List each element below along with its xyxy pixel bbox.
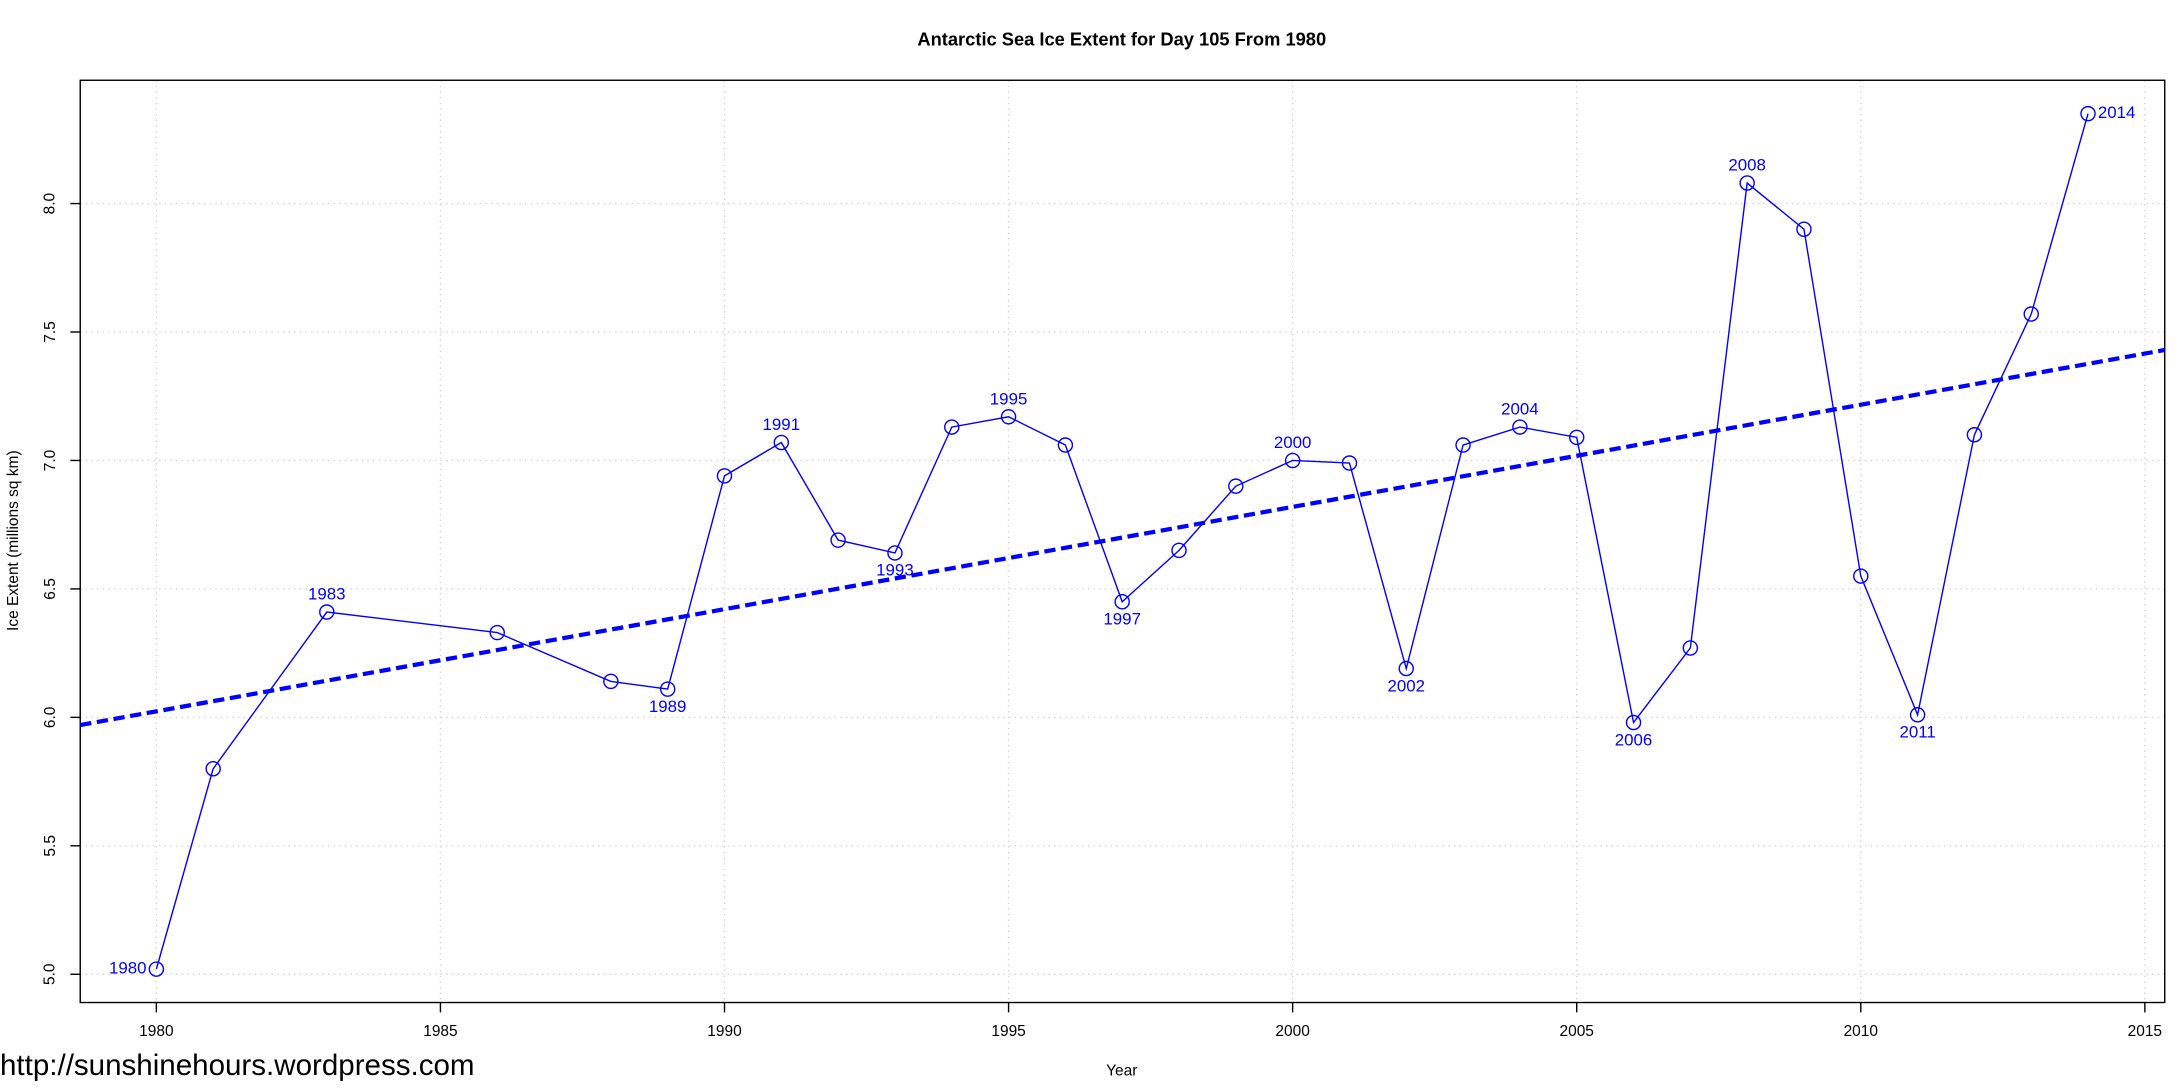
point-label: 1993 <box>876 561 914 580</box>
series-line <box>155 113 2089 970</box>
data-point <box>1512 419 1528 435</box>
data-point <box>1057 437 1074 453</box>
point-label: 2002 <box>1388 676 1426 695</box>
point-label: 1995 <box>990 389 1028 408</box>
x-tick-label: 2000 <box>1275 1023 1309 1040</box>
data-point <box>319 604 335 620</box>
data-point <box>1853 568 1869 584</box>
y-tick-label: 6.0 <box>42 707 59 729</box>
watermark: http://sunshinehours.wordpress.com <box>0 1049 475 1082</box>
data-point <box>1568 429 1585 446</box>
x-tick-label: 2015 <box>2128 1023 2162 1040</box>
point-label: 2011 <box>1899 723 1935 742</box>
data-point <box>887 545 903 561</box>
data-point <box>2080 105 2096 122</box>
data-point <box>2023 306 2039 322</box>
point-label: 1991 <box>763 415 801 434</box>
y-tick-label: 7.5 <box>42 321 59 343</box>
point-label: 1997 <box>1103 610 1141 629</box>
x-tick-label: 1995 <box>991 1023 1025 1040</box>
y-tick-label: 8.0 <box>42 193 59 215</box>
data-point <box>1455 437 1471 453</box>
data-point <box>1966 427 1983 443</box>
x-tick-label: 1985 <box>423 1023 457 1040</box>
data-point <box>1341 455 1358 471</box>
point-label: 1980 <box>109 959 147 978</box>
data-point <box>716 468 733 484</box>
plot-frame <box>79 79 2166 1004</box>
point-label: 2000 <box>1274 433 1312 452</box>
data-point <box>1739 175 1755 191</box>
y-axis-label: Ice Extent (millions sq km) <box>5 450 22 631</box>
x-axis-label: Year <box>1106 1063 1137 1080</box>
data-point <box>773 434 790 451</box>
data-point <box>1284 452 1301 469</box>
x-tick-label: 2005 <box>1560 1023 1594 1040</box>
data-point <box>603 673 619 690</box>
data-point <box>1228 478 1244 494</box>
y-tick-label: 5.5 <box>42 835 59 857</box>
point-label: 1989 <box>649 697 687 716</box>
data-point <box>1171 542 1187 559</box>
chart-title: Antarctic Sea Ice Extent for Day 105 Fro… <box>917 29 1326 50</box>
point-label: 2006 <box>1615 730 1653 749</box>
y-tick-label: 6.5 <box>42 578 59 600</box>
x-tick-label: 1990 <box>707 1023 741 1040</box>
y-tick-label: 5.0 <box>42 963 59 985</box>
x-tick-label: 1980 <box>139 1023 173 1040</box>
data-point <box>1796 221 1812 238</box>
data-point <box>1398 660 1415 677</box>
data-point <box>1625 714 1642 731</box>
data-point <box>148 961 165 977</box>
point-label: 2004 <box>1501 400 1539 419</box>
x-tick-label: 2010 <box>1844 1023 1878 1040</box>
point-label: 2014 <box>2098 103 2136 122</box>
data-point <box>205 760 221 777</box>
data-point <box>944 419 960 435</box>
data-point <box>489 624 505 641</box>
y-tick-label: 7.0 <box>42 450 59 472</box>
data-point <box>659 681 676 697</box>
point-label: 2008 <box>1728 156 1766 175</box>
point-label: 1983 <box>308 585 346 604</box>
data-point <box>1114 594 1130 610</box>
data-point <box>830 532 846 548</box>
data-point <box>1682 640 1699 656</box>
data-point <box>1000 409 1017 425</box>
data-point <box>1909 707 1926 723</box>
trend-line <box>79 347 2166 728</box>
